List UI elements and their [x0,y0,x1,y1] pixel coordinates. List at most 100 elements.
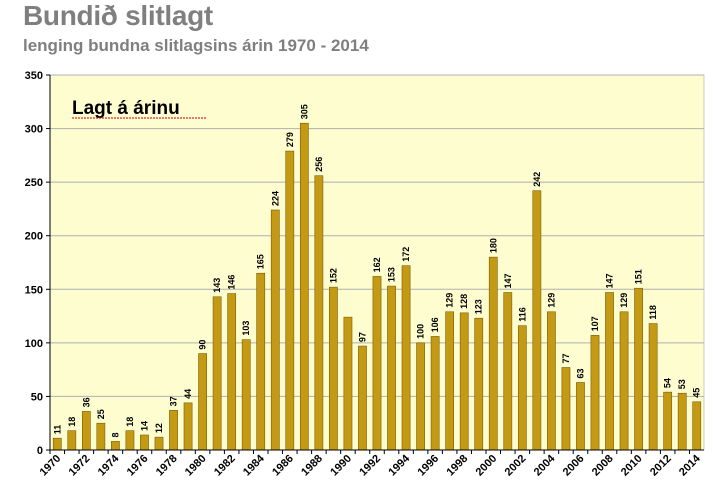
bar-1985 [270,209,280,451]
data-label-2009: 129 [619,293,629,308]
x-tick-label-1984: 1984 [241,452,267,478]
bar-1986 [285,150,295,451]
bar-2003 [532,190,542,451]
bar-1996 [430,336,440,451]
x-tick-label-1994: 1994 [386,452,412,478]
bar-1995 [416,342,425,451]
data-label-1998: 128 [459,294,469,309]
bar-1974 [111,441,120,451]
bar-2010 [634,287,643,451]
bar-1976 [140,434,149,451]
bar-1997 [445,311,455,451]
bar-1989 [329,286,338,451]
x-tick-label-2008: 2008 [590,453,616,479]
x-tick-label-2012: 2012 [648,453,674,479]
data-label-2007: 107 [590,316,600,331]
x-tick-label-1976: 1976 [125,453,151,479]
bar-2011 [648,323,658,451]
bar-1973 [96,422,106,451]
y-tick-label-150: 150 [25,284,43,296]
bar-2007 [590,335,600,451]
x-tick-label-1996: 1996 [415,453,441,479]
data-label-2001: 147 [503,273,513,288]
bar-2001 [503,292,513,451]
data-label-2008: 147 [605,273,615,288]
data-label-2014: 45 [692,388,702,398]
data-label-1981: 143 [212,278,222,293]
bar-1998 [459,312,469,451]
data-label-2013: 53 [677,379,687,389]
data-label-2004: 129 [546,293,556,308]
chart-title: Bundið slitlagt [23,0,213,31]
bar-1977 [154,436,164,451]
data-label-2003: 242 [532,172,542,187]
data-labels: 11 18 36 25 8 18 14 12 37 44 90 143 146 103 165 224 279 3… [52,104,701,437]
data-label-1988: 256 [314,157,324,172]
x-tick-label-1972: 1972 [67,453,93,479]
x-axis-ticks: 1970 1972 1974 1976 1978 1980 1982 1984 1986 1988… [38,450,703,479]
data-label-1996: 106 [430,317,440,332]
x-tick-label-2002: 2002 [503,453,529,479]
bar-1987 [299,122,309,451]
x-tick-label-2006: 2006 [561,453,587,479]
bar-2004 [547,311,556,451]
data-label-1971: 18 [67,417,77,427]
data-label-2002: 116 [517,307,527,322]
bar-2000 [488,256,498,451]
bar-1993 [387,285,396,451]
data-label-1983: 103 [241,321,251,336]
data-label-1974: 8 [110,432,120,437]
data-label-1984: 165 [256,254,266,269]
data-label-1972: 36 [81,397,91,407]
y-tick-label-350: 350 [25,70,43,82]
x-tick-label-2004: 2004 [532,452,558,478]
x-tick-label-1988: 1988 [299,453,325,479]
data-label-2005: 77 [561,353,571,363]
chart-annotation: Lagt á árinu [72,98,180,119]
x-tick-label-2010: 2010 [619,453,645,479]
x-tick-label-1978: 1978 [154,453,180,479]
x-tick-label-1980: 1980 [183,453,209,479]
bar-2008 [605,292,614,451]
y-tick-label-300: 300 [25,124,43,136]
x-tick-label-1986: 1986 [270,453,296,479]
y-tick-label-0: 0 [37,445,43,457]
bar-2012 [663,391,673,451]
data-label-2012: 54 [663,378,673,388]
bar-1978 [169,410,178,451]
data-label-1973: 25 [96,409,106,419]
data-label-1995: 100 [416,324,426,339]
bar-series [52,122,702,451]
data-label-1989: 152 [328,268,338,283]
bar-1975 [125,430,135,451]
x-tick-label-2000: 2000 [474,453,500,479]
x-tick-label-1992: 1992 [357,453,383,479]
bar-1981 [212,296,222,451]
data-label-1975: 18 [125,417,135,427]
bar-1999 [474,317,484,451]
bar-1988 [314,175,324,451]
bar-2014 [692,401,702,451]
data-label-1986: 279 [285,132,295,147]
bar-1980 [198,353,207,451]
data-label-2006: 63 [575,368,585,378]
data-label-1993: 153 [387,267,397,282]
data-label-1991: 97 [357,332,367,342]
data-label-1982: 146 [227,275,237,290]
data-label-2000: 180 [488,238,498,253]
bar-2002 [517,325,527,451]
chart-subtitle: lenging bundna slitlagsins árin 1970 - 2… [23,36,369,55]
x-tick-label-1974: 1974 [96,452,122,478]
data-label-1992: 162 [372,257,382,272]
data-label-2010: 151 [634,269,644,284]
data-label-1976: 14 [139,421,149,431]
y-tick-label-100: 100 [25,338,43,350]
bar-2005 [561,367,571,451]
x-tick-label-2014: 2014 [677,452,703,478]
y-tick-label-50: 50 [31,391,43,403]
bar-2009 [619,311,629,451]
data-label-1979: 44 [183,389,193,399]
bar-1983 [241,339,251,451]
bar-2006 [576,382,585,451]
